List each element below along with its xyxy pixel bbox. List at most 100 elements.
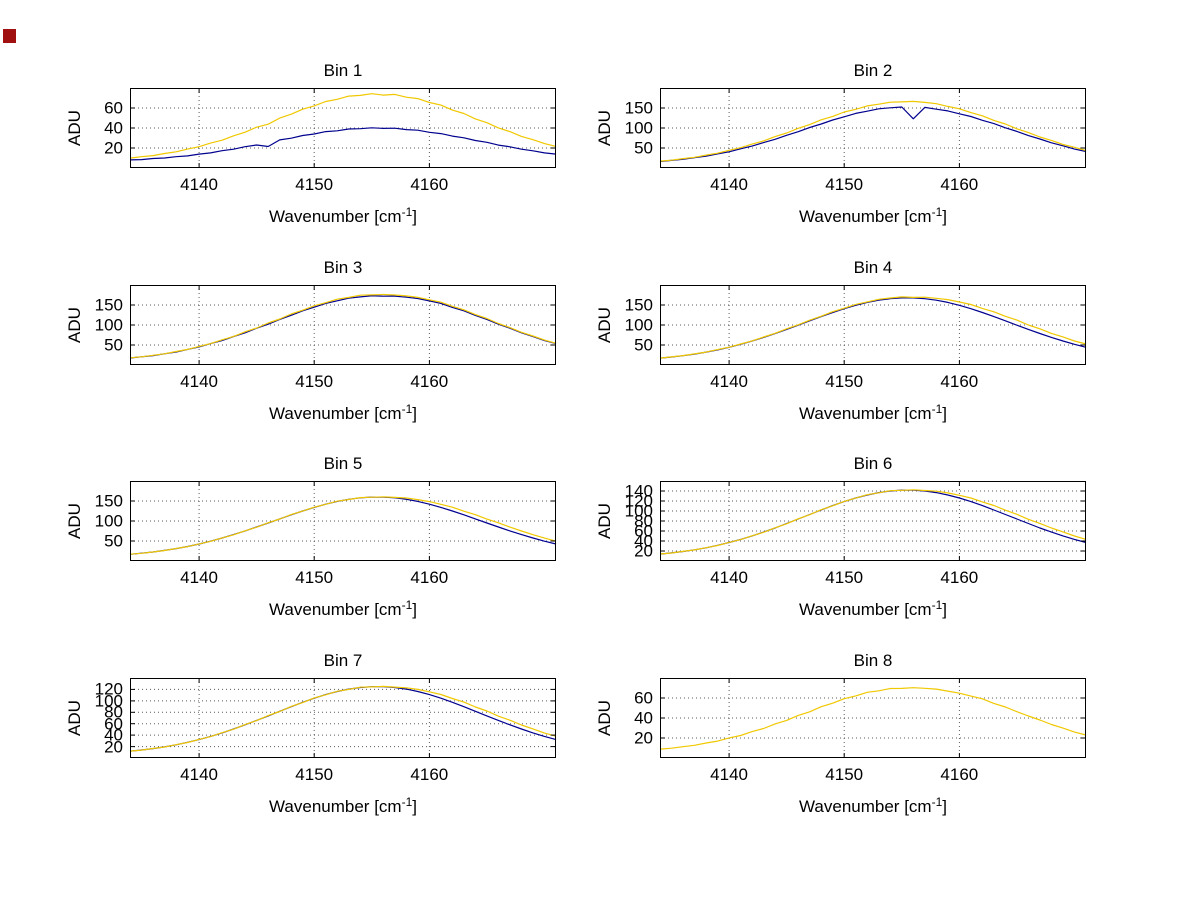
plot-title: Bin 2 [853,61,893,80]
plot-title: Bin 1 [323,61,363,80]
x-tick-labels: 4140 4150 4160 [130,561,556,587]
x-tick-label: 4160 [410,568,449,587]
subplot-bin-5: Bin 5 ADU 50 100 150 4140 4150 4160 Wavenumb… [65,454,557,619]
y-tick-label: 20 [634,541,653,561]
y-tick-label: 40 [104,118,123,138]
x-axis-label: Wavenumber [cm-1] [269,795,417,816]
y-tick-label: 50 [104,335,123,355]
y-tick-label: 50 [104,531,123,551]
y-axis-label: ADU [65,110,84,146]
x-tick-label: 4150 [295,765,334,784]
x-axis-label: Wavenumber [cm-1] [799,205,947,226]
subplot-bin-4: Bin 4 ADU 50 100 150 4140 4150 4160 Wavenumb… [595,258,1087,423]
y-axis-label: ADU [595,307,614,343]
x-tick-label: 4150 [825,765,864,784]
x-tick-labels: 4140 4150 4160 [660,561,1086,587]
x-axis-label: Wavenumber [cm-1] [799,795,947,816]
x-tick-label: 4140 [710,765,748,784]
y-tick-label: 60 [634,688,653,708]
plot-title: Bin 8 [853,651,893,670]
y-tick-label: 100 [94,511,123,531]
x-tick-labels: 4140 4150 4160 [130,168,556,194]
y-tick-label: 80 [634,511,653,531]
y-tick-label: 140 [624,481,653,501]
x-axis-label: Wavenumber [cm-1] [269,402,417,423]
y-tick-label: 150 [94,295,123,315]
y-tick-label: 50 [634,138,653,158]
plot-area [659,285,1087,365]
plot-area [659,88,1087,168]
x-tick-label: 4150 [295,372,334,391]
x-tick-label: 4160 [410,175,449,194]
plot-area [659,678,1087,758]
plot-area [129,88,557,168]
x-tick-labels: 4140 4150 4160 [660,168,1086,194]
plot-title: Bin 3 [323,258,363,277]
x-tick-labels: 4140 4150 4160 [660,758,1086,784]
x-tick-label: 4140 [710,568,748,587]
y-tick-label: 150 [624,98,653,118]
x-tick-label: 4150 [295,568,334,587]
subplot-bin-2: Bin 2 ADU 50 100 150 4140 4150 4160 Wavenumb… [595,61,1087,226]
y-tick-label: 20 [634,728,653,748]
x-tick-label: 4140 [180,568,218,587]
plot-title: Bin 5 [323,454,363,473]
y-tick-label: 150 [94,491,123,511]
y-tick-label: 80 [104,702,123,722]
x-tick-label: 4160 [940,372,979,391]
x-tick-label: 4140 [710,175,748,194]
plot-title: Bin 6 [853,454,893,473]
y-tick-label: 20 [104,737,123,757]
y-tick-label: 100 [624,501,653,521]
y-tick-label: 40 [634,531,653,551]
y-tick-label: 40 [634,708,653,728]
x-tick-label: 4140 [710,372,748,391]
x-tick-label: 4140 [180,372,218,391]
x-tick-label: 4160 [940,765,979,784]
x-tick-labels: 4140 4150 4160 [130,758,556,784]
x-tick-label: 4160 [410,372,449,391]
y-axis-label: ADU [65,700,84,736]
y-tick-label: 100 [624,315,653,335]
x-tick-label: 4150 [295,175,334,194]
y-tick-label: 150 [624,295,653,315]
plot-title: Bin 4 [853,258,893,277]
screen-artifact [3,29,16,43]
y-tick-label: 60 [104,98,123,118]
subplot-bin-6: Bin 6 ADU 20 40 60 80 100 120 140 4140 4150 4160… [595,454,1087,619]
plot-area [659,481,1087,561]
subplot-bin-3: Bin 3 ADU 50 100 150 4140 4150 4160 Wavenumb… [65,258,557,423]
x-tick-labels: 4140 4150 4160 [660,365,1086,391]
y-axis-label: ADU [595,503,614,539]
x-tick-label: 4150 [825,175,864,194]
y-tick-label: 120 [624,491,653,511]
x-axis-label: Wavenumber [cm-1] [799,402,947,423]
subplot-bin-8: Bin 8 ADU 20 40 60 4140 4150 4160 Wavenumber… [595,651,1087,816]
y-tick-label: 100 [624,118,653,138]
x-tick-label: 4160 [940,175,979,194]
y-axis-label: ADU [65,503,84,539]
x-tick-label: 4150 [825,568,864,587]
x-tick-label: 4160 [940,568,979,587]
plot-area [129,285,557,365]
x-tick-labels: 4140 4150 4160 [130,365,556,391]
x-axis-label: Wavenumber [cm-1] [799,598,947,619]
y-tick-label: 100 [94,315,123,335]
plot-area [129,481,557,561]
subplot-bin-7: Bin 7 ADU 20 40 60 80 100 120 4140 4150 4160 Wa… [65,651,557,816]
subplot-bin-1: Bin 1 ADU 20 40 60 4140 4150 4160 Wavenumber… [65,61,557,226]
y-axis-label: ADU [595,700,614,736]
x-tick-label: 4150 [825,372,864,391]
y-tick-label: 60 [104,714,123,734]
y-tick-label: 120 [94,679,123,699]
x-axis-label: Wavenumber [cm-1] [269,205,417,226]
x-tick-label: 4160 [410,765,449,784]
x-axis-label: Wavenumber [cm-1] [269,598,417,619]
plot-title: Bin 7 [323,651,363,670]
y-tick-label: 50 [634,335,653,355]
y-axis-label: ADU [65,307,84,343]
y-tick-label: 60 [634,521,653,541]
y-tick-label: 100 [94,691,123,711]
y-tick-label: 40 [104,725,123,745]
